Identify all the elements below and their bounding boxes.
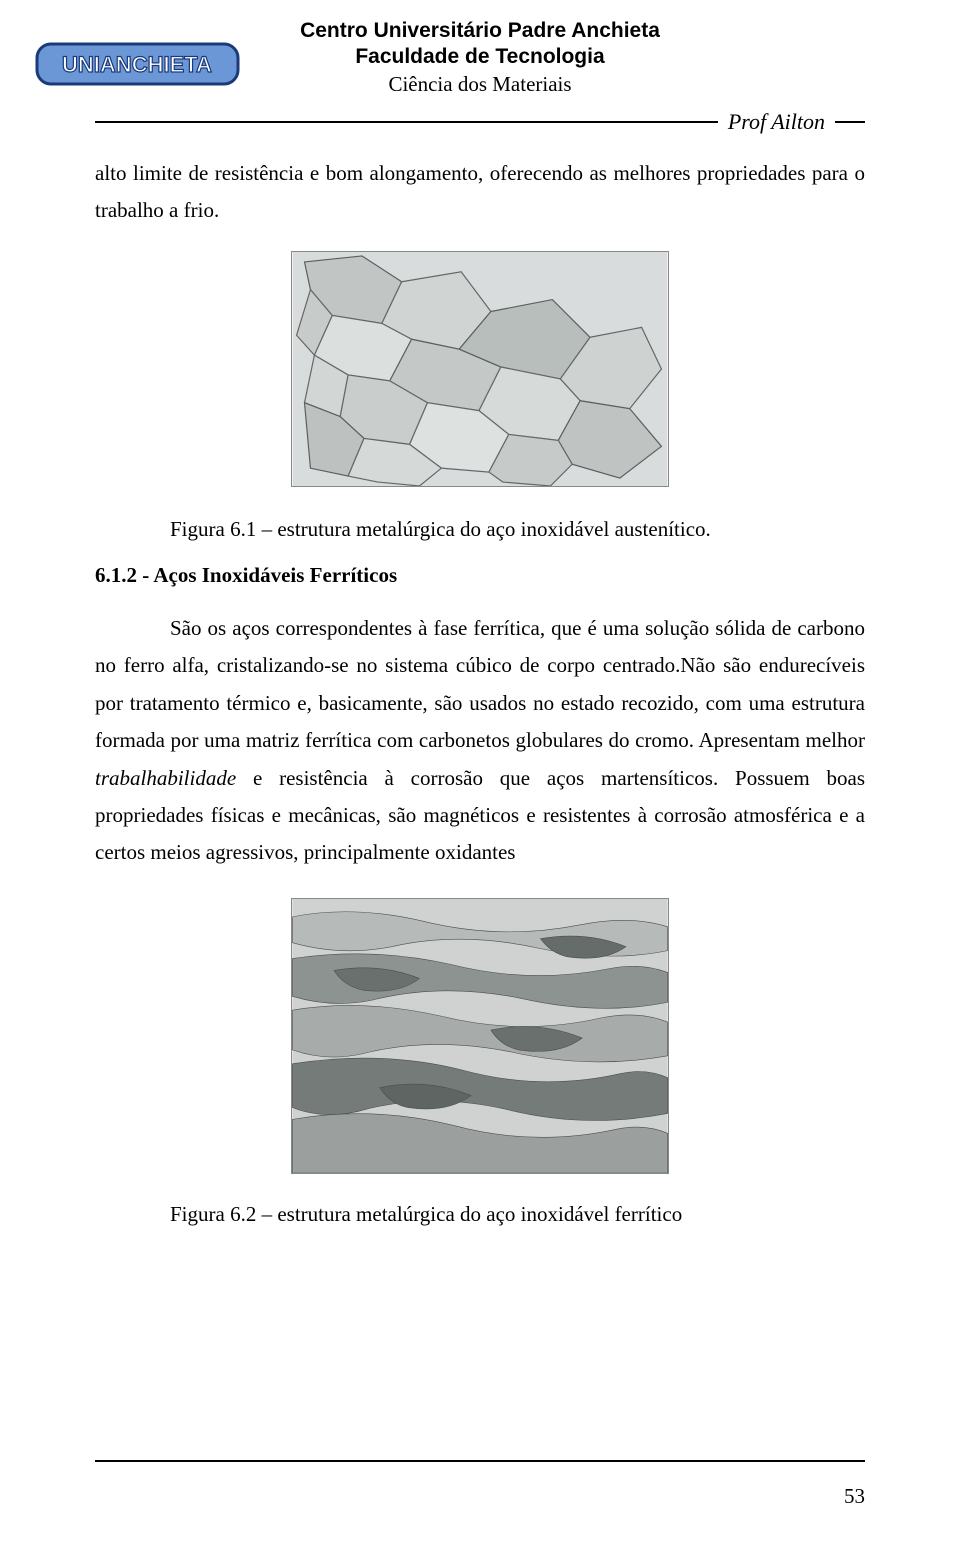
footer-rule xyxy=(95,1460,865,1462)
rule-segment xyxy=(95,121,718,123)
figure-2-caption: Figura 6.2 – estrutura metalúrgica do aç… xyxy=(95,1196,865,1233)
rule-segment xyxy=(835,121,865,123)
logo-text: UNIANCHIETA xyxy=(62,52,212,77)
paragraph-intro: alto limite de resistência e bom alongam… xyxy=(95,155,865,230)
header-rule: Prof Ailton xyxy=(95,109,865,135)
section-heading: 6.1.2 - Aços Inoxidáveis Ferríticos xyxy=(95,557,865,594)
page-number: 53 xyxy=(95,1484,865,1509)
figure-1 xyxy=(291,251,669,487)
figure-1-caption: Figura 6.1 – estrutura metalúrgica do aç… xyxy=(95,511,865,548)
p2-run-a: São os aços correspondentes à fase ferrí… xyxy=(95,616,865,752)
page-content: alto limite de resistência e bom alongam… xyxy=(95,155,865,1234)
figure-2 xyxy=(291,898,669,1174)
page-footer: 53 xyxy=(95,1460,865,1509)
prof-label: Prof Ailton xyxy=(718,109,835,135)
p2-italic: trabalhabilidade xyxy=(95,766,236,790)
page-header: UNIANCHIETA Centro Universitário Padre A… xyxy=(95,18,865,135)
logo: UNIANCHIETA xyxy=(35,36,240,92)
paragraph-main: São os aços correspondentes à fase ferrí… xyxy=(95,610,865,872)
